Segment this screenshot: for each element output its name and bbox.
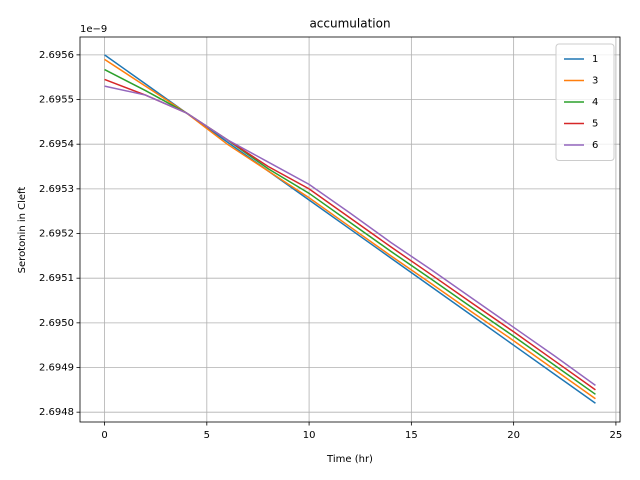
x-tick-label: 20 — [507, 430, 520, 441]
legend-label: 3 — [592, 76, 598, 87]
legend-box — [555, 43, 615, 161]
x-tick-label: 15 — [405, 430, 418, 441]
y-axis-label: Serotonin in Cleft — [17, 187, 28, 274]
y-tick-label: 2.6955 — [39, 95, 74, 106]
legend-label: 6 — [592, 140, 598, 151]
y-tick-label: 2.6953 — [39, 184, 74, 195]
y-tick-label: 2.6952 — [39, 229, 74, 240]
y-tick-label: 2.6948 — [39, 407, 74, 418]
plot-frame — [79, 36, 621, 423]
legend-label: 4 — [592, 97, 598, 108]
x-tick-label: 25 — [610, 430, 623, 441]
y-tick-label: 2.6950 — [39, 318, 74, 329]
x-tick-label: 5 — [204, 430, 210, 441]
legend-label: 1 — [592, 54, 598, 65]
x-tick-label: 10 — [303, 430, 316, 441]
y-tick-label: 2.6951 — [39, 273, 74, 284]
chart-title: accumulation — [309, 17, 390, 31]
line-series — [104, 78, 596, 391]
x-tick-label: 0 — [101, 430, 107, 441]
grid — [80, 37, 620, 422]
legend-label: 5 — [592, 119, 598, 130]
y-tick-label: 2.6949 — [39, 363, 74, 374]
y-offset-label: 1e−9 — [80, 24, 107, 35]
legend: 1 3 4 5 6 — [555, 43, 615, 161]
y-tick-label: 2.6956 — [39, 50, 74, 61]
x-axis-label: Time (hr) — [326, 454, 373, 465]
line-series — [104, 85, 596, 386]
y-tick-label: 2.6954 — [39, 139, 74, 150]
